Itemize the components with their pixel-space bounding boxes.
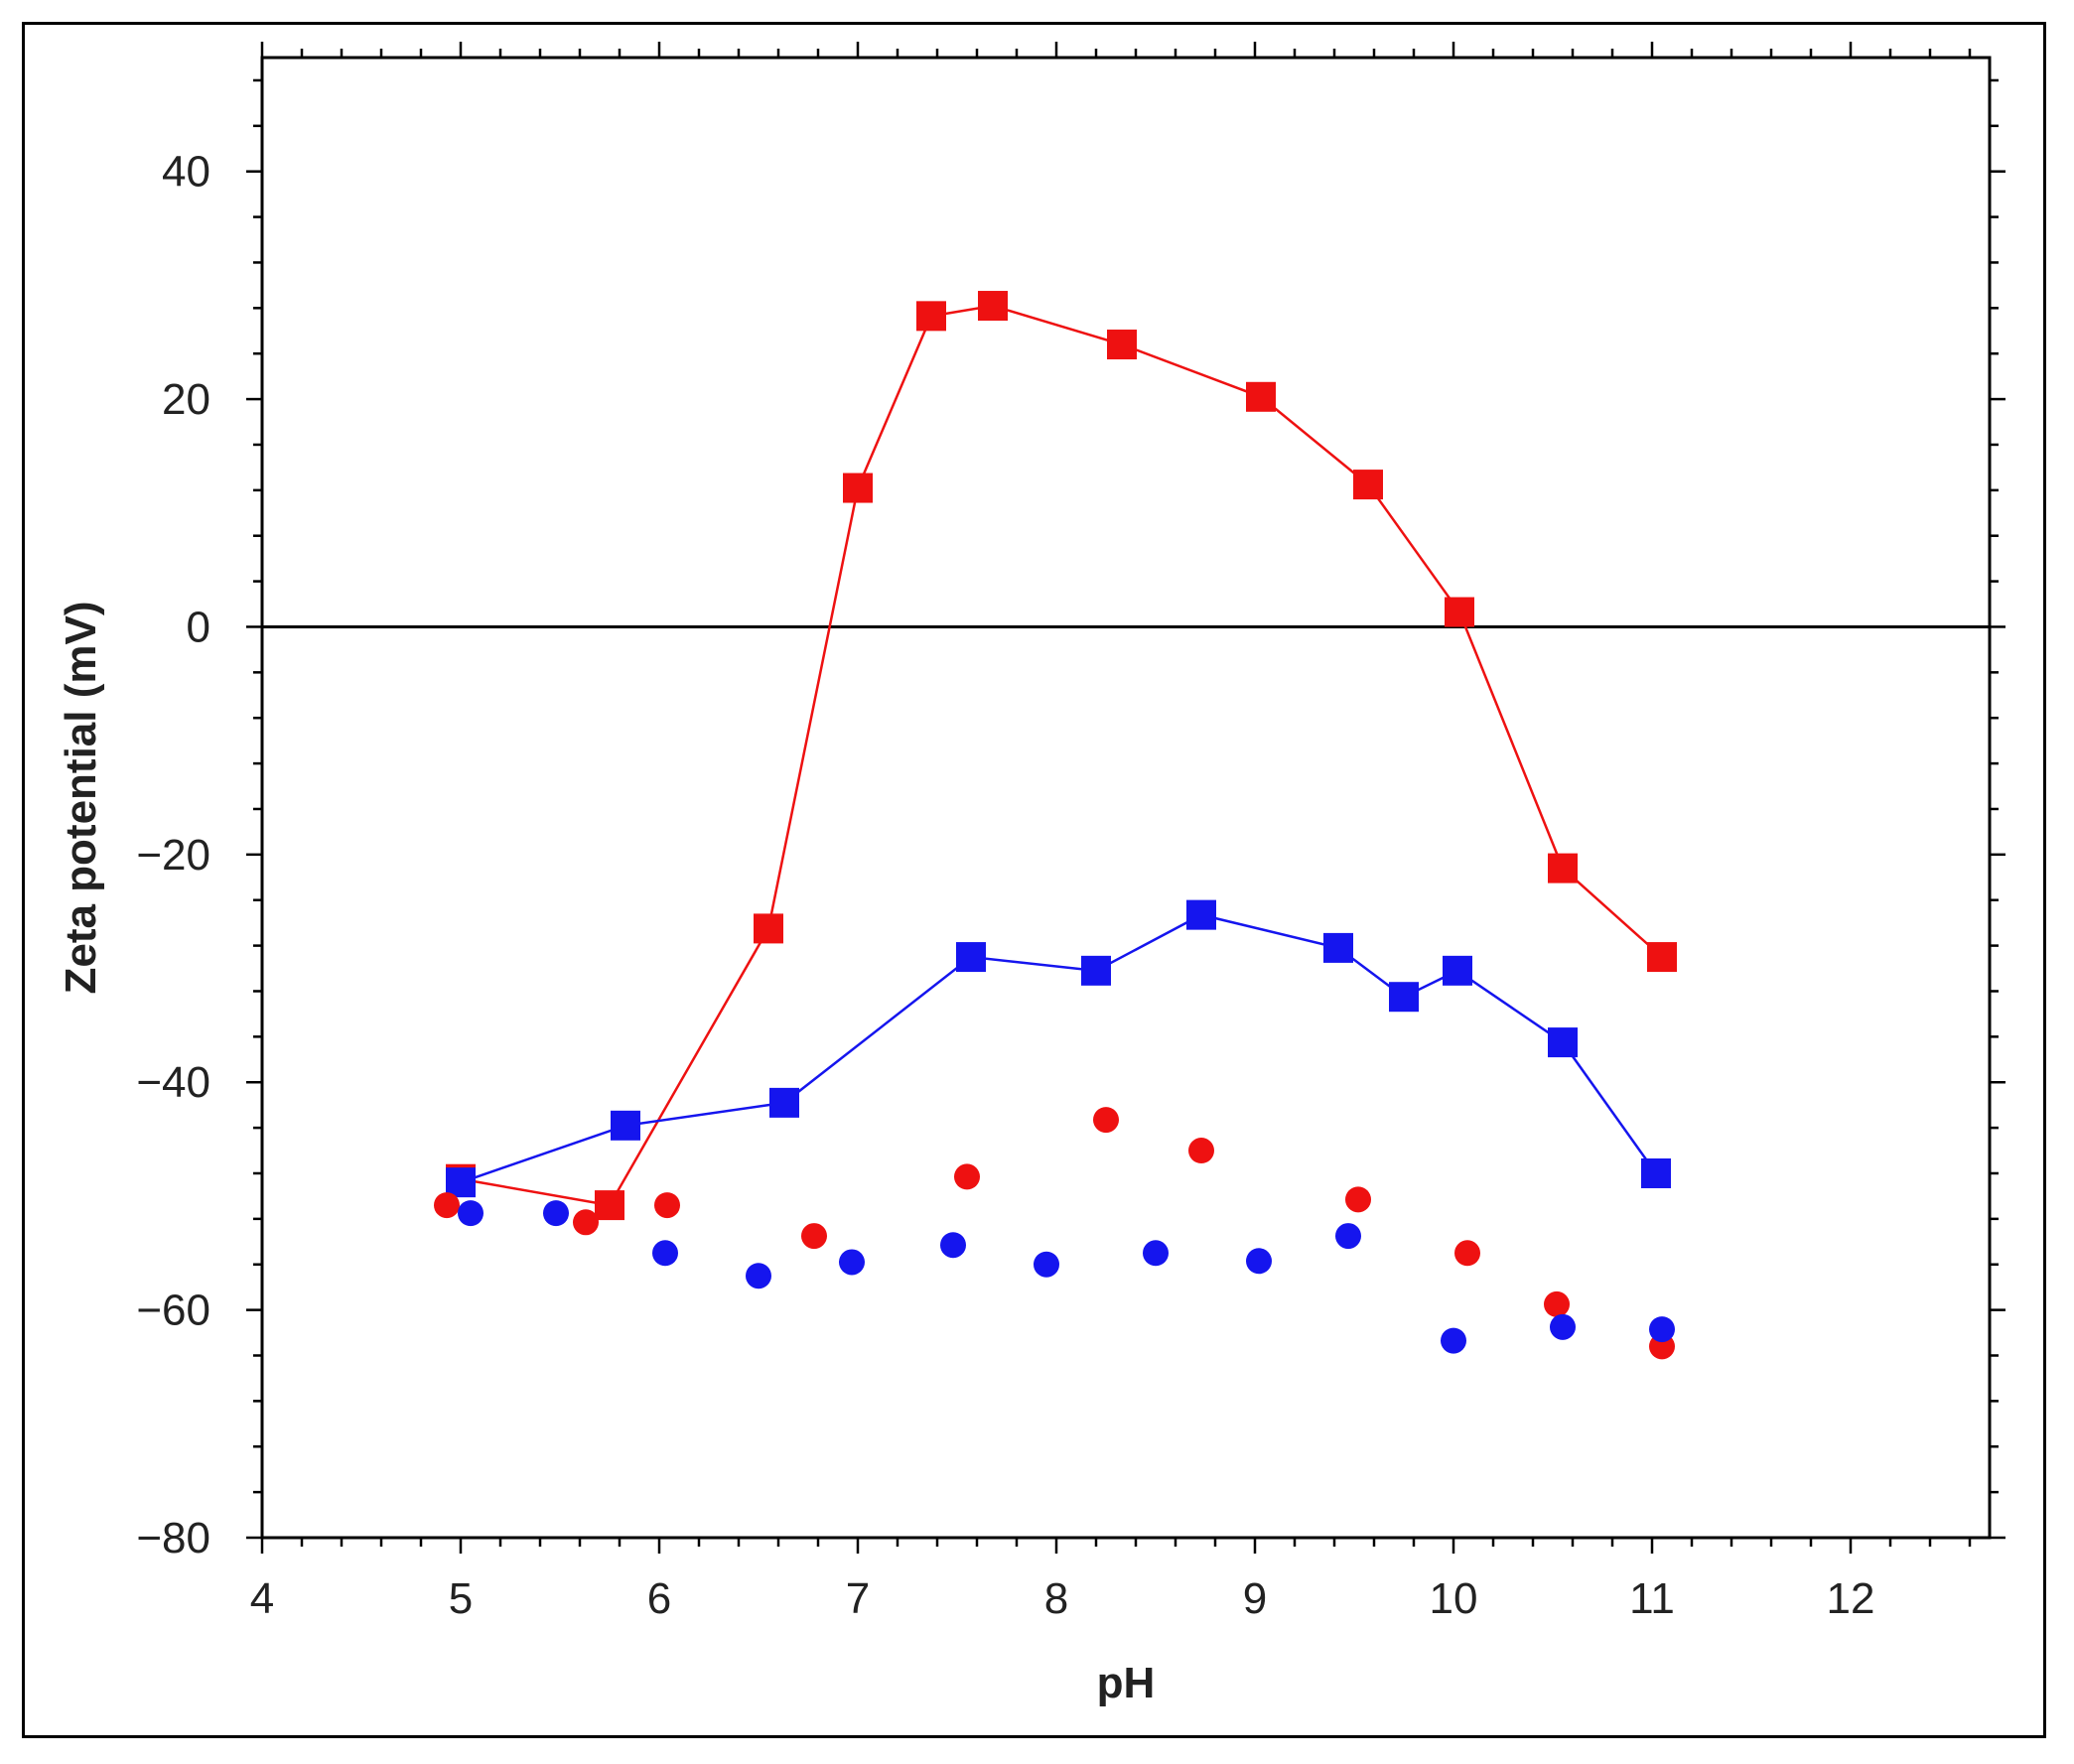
square-point — [1443, 955, 1472, 986]
square-point — [1548, 853, 1578, 883]
x-axis-title: pH — [1097, 1659, 1156, 1707]
square-point — [769, 1087, 799, 1118]
y-axis-title: Zeta potential (mV) — [57, 601, 105, 994]
square-point — [595, 1190, 624, 1221]
circle-point — [1093, 1107, 1119, 1134]
ticks-layer: 4 5 6 7 8 9 10 11 12 −80 −60 −40 −20 0 20 40 — [136, 42, 2005, 1623]
circle-point — [839, 1249, 865, 1276]
circle-point — [1454, 1240, 1480, 1267]
square-point — [1445, 597, 1474, 627]
y-tick-label: −40 — [136, 1058, 210, 1107]
x-tick-label: 12 — [1827, 1574, 1875, 1623]
y-tick-label: −60 — [136, 1287, 210, 1335]
circle-point — [1034, 1251, 1059, 1278]
circle-point — [1544, 1290, 1570, 1317]
square-point — [916, 301, 946, 332]
square-point — [611, 1110, 640, 1141]
circle-point — [954, 1163, 980, 1190]
y-tick-label: 40 — [162, 148, 210, 197]
circle-point — [801, 1223, 827, 1250]
square-point — [843, 473, 873, 503]
square-point — [1246, 381, 1276, 412]
series-line — [460, 913, 1658, 1184]
square-point — [1548, 1027, 1578, 1058]
series-3 — [434, 1107, 1675, 1360]
x-tick-label: 6 — [647, 1574, 671, 1623]
x-tick-label: 4 — [250, 1574, 274, 1623]
x-tick-label: 9 — [1243, 1574, 1267, 1623]
circle-point — [652, 1240, 678, 1267]
circle-point — [543, 1200, 569, 1227]
x-tick-label: 10 — [1430, 1574, 1478, 1623]
circle-point — [654, 1192, 680, 1219]
plot-area-border — [260, 56, 1992, 1540]
circle-point — [940, 1232, 966, 1259]
x-tick-label: 5 — [449, 1574, 473, 1623]
series-layer — [434, 291, 1677, 1360]
series-4 — [458, 1200, 1675, 1354]
series-1 — [446, 291, 1677, 1221]
circle-point — [573, 1209, 599, 1236]
circle-point — [458, 1200, 484, 1227]
square-point — [1641, 1157, 1671, 1188]
y-tick-label: −80 — [136, 1514, 210, 1562]
x-tick-label: 8 — [1044, 1574, 1068, 1623]
square-point — [1186, 899, 1216, 930]
circle-point — [1188, 1138, 1214, 1164]
circle-point — [1550, 1313, 1576, 1340]
circle-point — [434, 1192, 460, 1219]
square-point — [1107, 330, 1137, 360]
circle-point — [1345, 1186, 1371, 1213]
square-point — [1081, 955, 1111, 986]
circle-point — [1335, 1223, 1361, 1250]
series-line — [460, 304, 1663, 1207]
series-2 — [446, 899, 1671, 1198]
circle-point — [1649, 1316, 1675, 1343]
square-point — [1353, 470, 1383, 500]
circle-point — [1441, 1327, 1466, 1354]
square-point — [956, 942, 986, 973]
y-tick-label: 0 — [187, 603, 210, 651]
circle-point — [746, 1263, 771, 1289]
square-point — [978, 291, 1008, 322]
y-tick-label: −20 — [136, 831, 210, 880]
circle-point — [1246, 1248, 1272, 1275]
figure-frame — [22, 22, 2046, 1738]
circle-point — [1143, 1240, 1169, 1267]
y-tick-label: 20 — [162, 375, 210, 424]
x-tick-label: 7 — [846, 1574, 870, 1623]
square-point — [754, 913, 783, 944]
square-point — [1647, 942, 1677, 973]
square-point — [1323, 932, 1353, 963]
x-tick-label: 11 — [1629, 1574, 1675, 1623]
square-point — [1389, 982, 1419, 1013]
square-point — [446, 1167, 476, 1198]
